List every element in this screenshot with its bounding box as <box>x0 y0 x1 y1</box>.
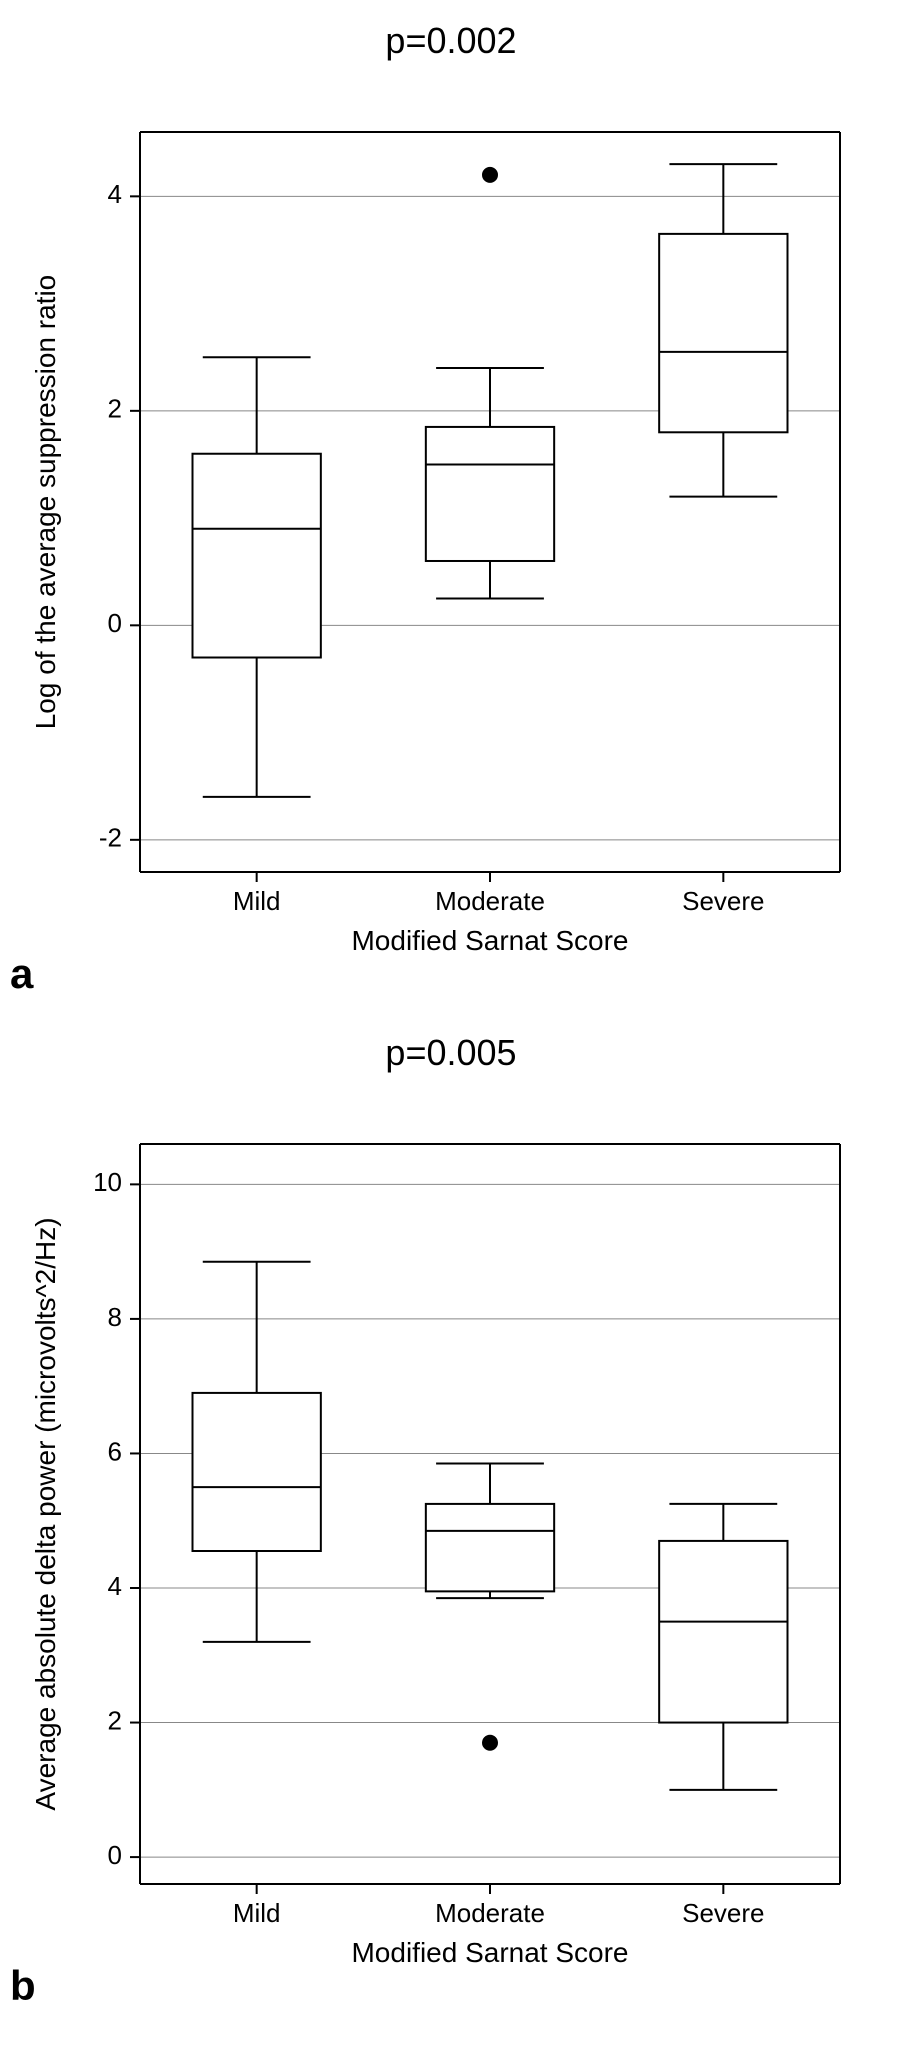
svg-text:Mild: Mild <box>233 886 281 916</box>
svg-text:10: 10 <box>93 1167 122 1197</box>
svg-text:Modified Sarnat Score: Modified Sarnat Score <box>351 925 628 956</box>
svg-text:4: 4 <box>108 1571 122 1601</box>
svg-text:Log of the average suppression: Log of the average suppression ratio <box>30 275 61 730</box>
panel-a-svg: -2 0 2 4 Mild Moderate Severe Log of the averag… <box>0 92 902 992</box>
panel-a-title: p=0.002 <box>0 20 902 62</box>
panel-a: p=0.002 -2 0 2 4 Mild Moderate Severe Log of th… <box>0 0 902 992</box>
svg-text:Moderate: Moderate <box>435 1898 545 1928</box>
panel-b-svg: 0 2 4 6 8 10 Mild Moderate Severe Average absolut… <box>0 1104 902 2004</box>
panel-a-plot: -2 0 2 4 Mild Moderate Severe Log of the averag… <box>0 92 902 992</box>
svg-text:Severe: Severe <box>682 886 764 916</box>
panel-b-label: b <box>10 1962 36 2010</box>
svg-text:0: 0 <box>108 608 122 638</box>
svg-text:2: 2 <box>108 1705 122 1735</box>
svg-text:Moderate: Moderate <box>435 886 545 916</box>
figure-container: p=0.002 -2 0 2 4 Mild Moderate Severe Log of th… <box>0 0 902 2004</box>
svg-text:8: 8 <box>108 1302 122 1332</box>
svg-text:Modified Sarnat Score: Modified Sarnat Score <box>351 1937 628 1968</box>
svg-text:-2: -2 <box>99 823 122 853</box>
panel-b: p=0.005 0 2 4 6 8 10 Mild Moderate Severe Average… <box>0 992 902 2004</box>
svg-text:Mild: Mild <box>233 1898 281 1928</box>
svg-text:2: 2 <box>108 394 122 424</box>
svg-text:Average absolute delta power (: Average absolute delta power (microvolts… <box>30 1217 61 1810</box>
panel-b-plot: 0 2 4 6 8 10 Mild Moderate Severe Average absolut… <box>0 1104 902 2004</box>
svg-text:Severe: Severe <box>682 1898 764 1928</box>
svg-text:6: 6 <box>108 1436 122 1466</box>
panel-b-title: p=0.005 <box>0 1032 902 1074</box>
svg-text:0: 0 <box>108 1840 122 1870</box>
svg-text:4: 4 <box>108 179 122 209</box>
panel-a-label: a <box>10 950 33 998</box>
